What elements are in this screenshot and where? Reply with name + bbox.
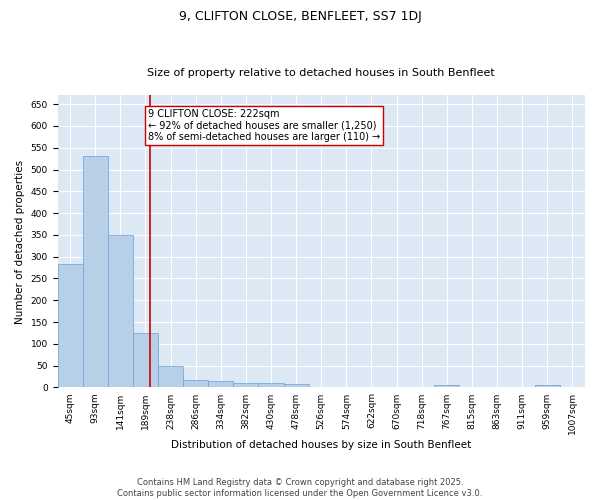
Bar — [208, 381, 233, 388]
Text: Contains HM Land Registry data © Crown copyright and database right 2025.
Contai: Contains HM Land Registry data © Crown c… — [118, 478, 482, 498]
Text: 9 CLIFTON CLOSE: 222sqm
← 92% of detached houses are smaller (1,250)
8% of semi-: 9 CLIFTON CLOSE: 222sqm ← 92% of detache… — [148, 108, 380, 142]
Title: Size of property relative to detached houses in South Benfleet: Size of property relative to detached ho… — [148, 68, 495, 78]
Bar — [58, 264, 83, 388]
Bar — [259, 383, 284, 388]
Bar — [284, 384, 309, 388]
Text: 9, CLIFTON CLOSE, BENFLEET, SS7 1DJ: 9, CLIFTON CLOSE, BENFLEET, SS7 1DJ — [179, 10, 421, 23]
Bar — [133, 333, 158, 388]
X-axis label: Distribution of detached houses by size in South Benfleet: Distribution of detached houses by size … — [171, 440, 472, 450]
Bar — [434, 386, 460, 388]
Bar — [233, 383, 259, 388]
Bar — [158, 366, 183, 388]
Bar — [108, 235, 133, 388]
Bar — [183, 380, 208, 388]
Bar — [535, 386, 560, 388]
Bar — [83, 156, 108, 388]
Y-axis label: Number of detached properties: Number of detached properties — [15, 160, 25, 324]
